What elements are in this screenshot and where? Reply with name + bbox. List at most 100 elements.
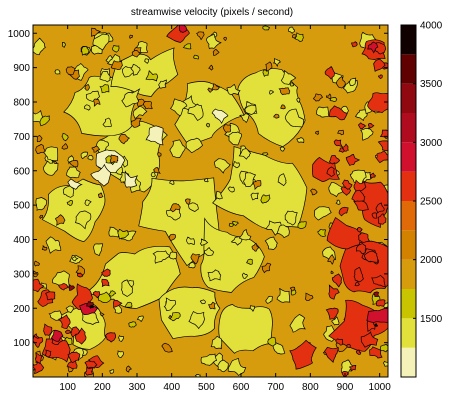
contour-region: [99, 312, 105, 317]
contour-region: [101, 268, 111, 278]
contour-region: [337, 129, 345, 136]
contour-region: [163, 297, 176, 311]
x-tick-label: 300: [129, 382, 146, 393]
contour-region: [323, 346, 339, 363]
contour-region: [169, 139, 186, 158]
contour-region: [161, 342, 173, 353]
contour-region: [273, 57, 282, 68]
contour-region: [276, 224, 290, 239]
contour-region: [328, 182, 345, 198]
colorbar-level: [401, 113, 416, 143]
contour-region: [61, 132, 69, 142]
contour-region: [251, 242, 260, 252]
contour-region: [369, 346, 383, 359]
contour-region: [373, 291, 380, 297]
contour-region: [280, 69, 297, 86]
contour-region: [168, 315, 173, 320]
contour-region: [250, 192, 259, 201]
contour-region: [90, 163, 111, 187]
contour-region: [45, 291, 56, 301]
contour-region: [277, 173, 287, 187]
contour-region: [81, 45, 90, 56]
contour-region: [367, 92, 388, 114]
contour-region: [98, 291, 112, 304]
contour-region: [331, 316, 340, 326]
contour-region: [341, 179, 353, 190]
contour-region: [188, 202, 199, 212]
x-tick-label: 600: [233, 382, 250, 393]
contour-region: [87, 154, 94, 161]
contour-region: [314, 130, 320, 135]
contour-region: [243, 172, 257, 188]
contour-region: [377, 74, 383, 80]
contour-region: [182, 43, 192, 50]
contour-region: [373, 58, 386, 72]
y-tick-label: 1000: [8, 29, 31, 40]
contour-region: [41, 178, 106, 242]
contour-region: [206, 34, 222, 49]
contour-region: [377, 213, 387, 225]
contour-region: [158, 79, 167, 89]
contour-region: [132, 105, 148, 120]
contour-region: [330, 270, 334, 275]
contour-region: [104, 332, 117, 343]
contour-region: [211, 83, 220, 91]
contour-region: [329, 105, 348, 121]
contour-region: [215, 190, 223, 200]
contour-region: [326, 93, 332, 100]
contour-region: [222, 124, 232, 133]
contour-region: [84, 360, 98, 369]
contour-region: [66, 200, 73, 207]
contour-region: [65, 305, 74, 314]
contour-region: [117, 350, 124, 359]
x-tick-label: 100: [59, 382, 76, 393]
contour-region: [184, 198, 191, 205]
contour-region: [374, 323, 378, 327]
contour-region: [203, 177, 209, 183]
contour-region: [33, 109, 43, 123]
colorbar-level: [401, 347, 416, 377]
contour-region: [84, 104, 91, 111]
contour-region: [45, 236, 62, 254]
contour-region: [57, 314, 71, 330]
y-tick-label: 700: [13, 132, 30, 143]
contour-region: [371, 274, 386, 288]
contour-region: [246, 258, 253, 265]
contour-region: [367, 123, 375, 130]
contour-region: [65, 66, 76, 76]
contour-region: [186, 236, 195, 245]
contour-region: [239, 113, 250, 124]
contour-region: [45, 349, 52, 358]
y-tick-label: 800: [13, 98, 30, 109]
contour-region: [289, 314, 306, 333]
contour-region: [375, 150, 388, 164]
contour-region: [35, 197, 47, 211]
contour-region: [339, 240, 388, 294]
contour-region: [314, 206, 332, 221]
contour-region: [99, 71, 111, 83]
contour-region: [130, 117, 142, 128]
colorbar-tick-label: 2000: [420, 255, 443, 266]
contour-region: [92, 290, 101, 299]
contour-region: [75, 265, 85, 277]
contour-region: [207, 301, 216, 310]
contour-region: [349, 77, 357, 86]
contour-region: [380, 343, 388, 353]
contour-region: [84, 83, 90, 91]
contour-region: [296, 137, 305, 144]
contour-region: [124, 170, 139, 188]
contour-region: [316, 106, 330, 118]
contour-region: [43, 323, 53, 336]
colorbar-tick-label: 4000: [420, 21, 443, 32]
contour-region: [207, 269, 222, 282]
contour-region: [36, 134, 43, 143]
colorbar-tick-label: 1500: [420, 314, 443, 325]
contour-region: [136, 98, 146, 108]
contour-region: [98, 192, 104, 198]
contour-region: [61, 41, 66, 48]
contour-region: [289, 339, 317, 370]
contour-region: [289, 286, 296, 292]
colorbar-level: [401, 289, 416, 319]
contour-region: [200, 353, 218, 366]
contour-region: [231, 220, 240, 226]
